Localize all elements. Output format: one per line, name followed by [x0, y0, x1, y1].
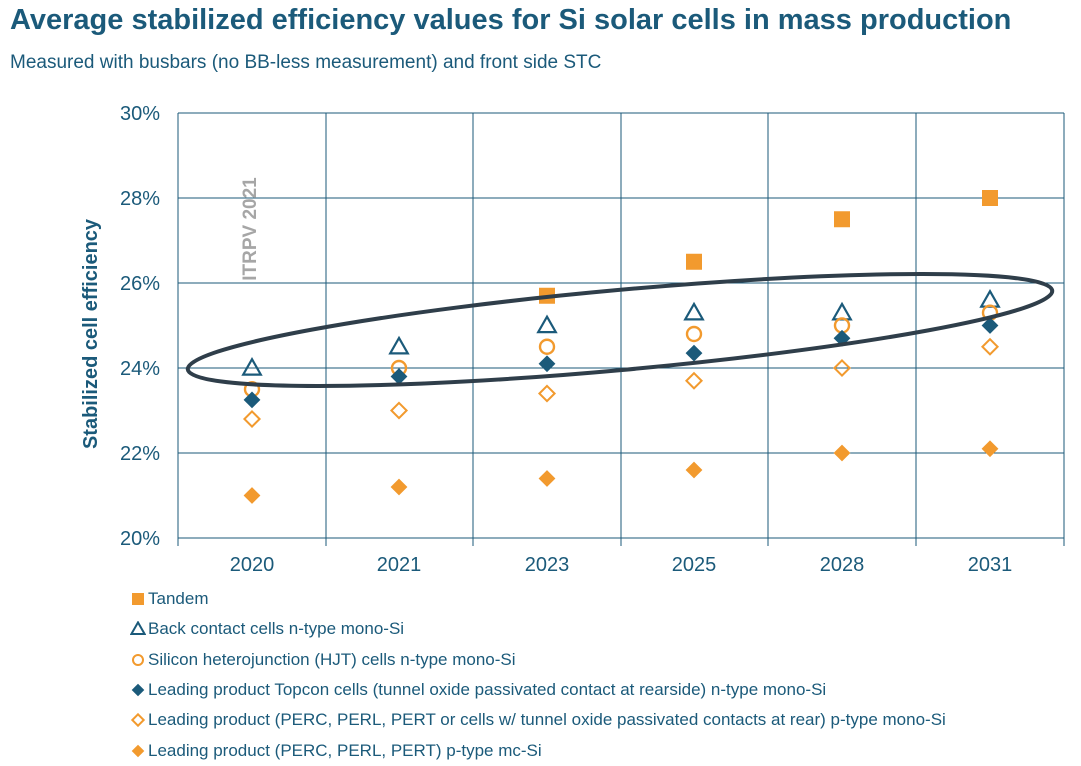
data-point-series-5: [538, 470, 556, 487]
legend-label: Back contact cells n-type mono-Si: [148, 619, 405, 639]
data-point-series-0: [982, 190, 998, 206]
data-point-series-4: [980, 337, 1000, 356]
data-point-series-5: [243, 487, 261, 504]
data-point-series-2: [538, 338, 556, 355]
legend-label: Silicon heterojunction (HJT) cells n-typ…: [148, 649, 516, 669]
y-tick-label: 20%: [120, 528, 160, 550]
x-tick-label: 2021: [377, 554, 422, 576]
legend-label: Leading product Topcon cells (tunnel oxi…: [148, 680, 827, 700]
legend-item: Leading product (PERC, PERL, PERT) p-typ…: [130, 735, 946, 765]
data-point-series-0: [686, 253, 702, 270]
data-point-series-5: [981, 440, 999, 458]
legend-label: Leading product (PERC, PERL, PERT) p-typ…: [148, 740, 542, 760]
y-tick-labels: 20% 22% 24% 26% 28% 30%: [120, 103, 160, 550]
legend-marker: [131, 744, 145, 757]
data-point-series-3: [390, 368, 408, 385]
data-point-series-1: [979, 288, 1001, 308]
data-point-series-3: [833, 329, 851, 347]
x-tick-label: 2031: [968, 554, 1013, 576]
data-point-series-3: [685, 344, 703, 362]
legend-item: Back contact cells n-type mono-Si: [130, 614, 946, 644]
y-tick-label: 24%: [120, 358, 160, 380]
legend-marker-icon: [132, 593, 144, 606]
legend-item: Leading product (PERC, PERL, PERT or cel…: [130, 705, 946, 735]
data-point-series-4: [242, 409, 262, 429]
grid-lines: [177, 112, 1065, 546]
legend-item: Tandem: [130, 584, 946, 614]
data-point-series-1: [388, 335, 410, 355]
x-tick-label: 2028: [820, 554, 865, 576]
data-point-series-0: [834, 211, 850, 228]
legend-label: Tandem: [148, 589, 209, 609]
data-point-series-5: [390, 478, 408, 496]
legend-label: Leading product (PERC, PERL, PERT or cel…: [148, 710, 946, 730]
legend-marker-icon: [130, 621, 146, 636]
x-tick-label: 2020: [230, 554, 275, 576]
legend-marker-icon: [132, 653, 144, 666]
legend-marker: [130, 621, 146, 636]
highlight-ellipse: [185, 272, 1055, 388]
data-point-series-1: [241, 356, 263, 376]
legend-item: Leading product Topcon cells (tunnel oxi…: [130, 675, 946, 705]
watermark-label: ITRPV 2021: [240, 177, 261, 281]
x-tick-labels: 2020 2021 2023 2025 2028 2031: [230, 554, 1013, 576]
chart-title: Average stabilized efficiency values for…: [10, 4, 1012, 36]
data-point-series-1: [831, 301, 853, 321]
data-point-series-4: [537, 384, 557, 403]
data-point-series-5: [685, 461, 703, 479]
data-point-series-3: [538, 355, 556, 373]
data-point-series-3: [243, 391, 261, 409]
data-point-series-2: [685, 325, 703, 343]
data-point-series-5: [833, 444, 851, 462]
x-tick-label: 2023: [525, 554, 570, 576]
y-axis-label: Stabilized cell efficiency: [80, 218, 102, 449]
legend: Tandem Back contact cells n-type mono-Si S…: [130, 584, 946, 766]
legend-marker-icon: [131, 744, 145, 757]
data-point-series-4: [832, 358, 852, 378]
legend-marker: [132, 593, 144, 606]
legend-marker: [130, 713, 146, 728]
data-point-series-4: [389, 401, 409, 420]
y-tick-label: 28%: [120, 188, 160, 210]
y-tick-label: 30%: [120, 103, 160, 125]
data-point-series-1: [683, 301, 705, 321]
legend-marker-icon: [130, 713, 146, 728]
y-tick-label: 22%: [120, 443, 160, 465]
data-point-series-3: [981, 317, 999, 334]
y-tick-label: 26%: [120, 273, 160, 295]
data-point-series-1: [536, 314, 558, 334]
legend-marker: [132, 653, 144, 666]
legend-marker: [131, 683, 145, 697]
legend-item: Silicon heterojunction (HJT) cells n-typ…: [130, 645, 946, 675]
legend-marker-icon: [131, 683, 145, 697]
data-point-series-4: [684, 371, 704, 390]
chart-subtitle: Measured with busbars (no BB-less measur…: [10, 52, 602, 73]
x-tick-label: 2025: [672, 554, 717, 576]
